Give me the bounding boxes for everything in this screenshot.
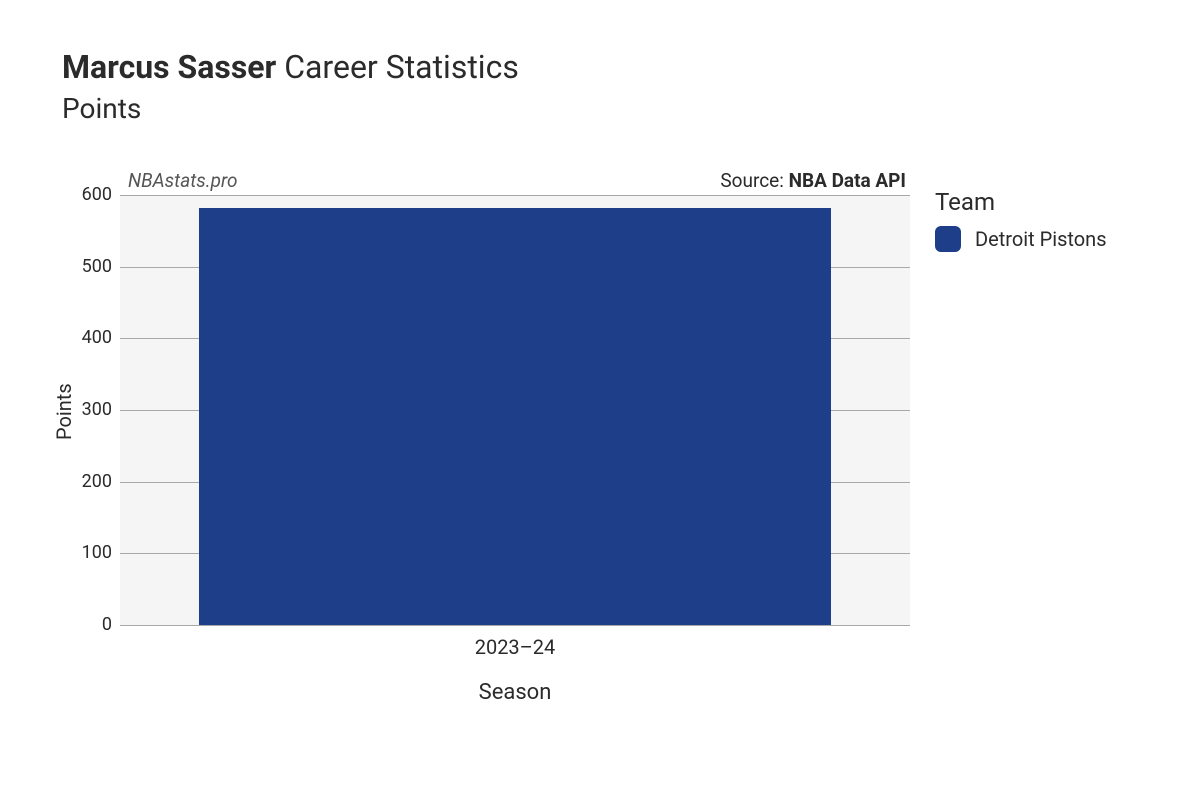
y-axis-title: Points xyxy=(52,383,76,440)
chart-title: Marcus Sasser Career Statistics xyxy=(62,48,519,86)
legend: Team Detroit Pistons xyxy=(935,188,1107,252)
legend-item: Detroit Pistons xyxy=(935,226,1107,252)
grid-line xyxy=(120,195,910,196)
y-tick-label: 400 xyxy=(62,327,112,348)
title-player-name: Marcus Sasser xyxy=(62,48,276,86)
x-tick-label: 2023–24 xyxy=(475,635,556,659)
watermark-text: NBAstats.pro xyxy=(128,169,238,192)
source-line: Source: NBA Data API xyxy=(720,169,906,192)
bar xyxy=(199,208,831,625)
y-tick-label: 500 xyxy=(62,256,112,277)
legend-item-label: Detroit Pistons xyxy=(975,227,1107,251)
legend-title: Team xyxy=(935,188,1107,216)
plot-area: NBAstats.pro Source: NBA Data API xyxy=(120,195,910,625)
page-root: Marcus Sasser Career Statistics Points N… xyxy=(0,0,1200,800)
x-axis-title: Season xyxy=(479,680,552,705)
source-name: NBA Data API xyxy=(789,169,906,192)
legend-swatch xyxy=(935,226,961,252)
y-tick-label: 100 xyxy=(62,542,112,563)
y-tick-label: 600 xyxy=(62,184,112,205)
grid-line xyxy=(120,625,910,626)
source-prefix: Source: xyxy=(720,169,788,192)
title-rest: Career Statistics xyxy=(284,48,519,86)
legend-items: Detroit Pistons xyxy=(935,226,1107,252)
chart-subtitle: Points xyxy=(62,92,519,125)
title-block: Marcus Sasser Career Statistics Points xyxy=(62,48,519,125)
y-tick-label: 0 xyxy=(62,614,112,635)
y-tick-label: 200 xyxy=(62,471,112,492)
